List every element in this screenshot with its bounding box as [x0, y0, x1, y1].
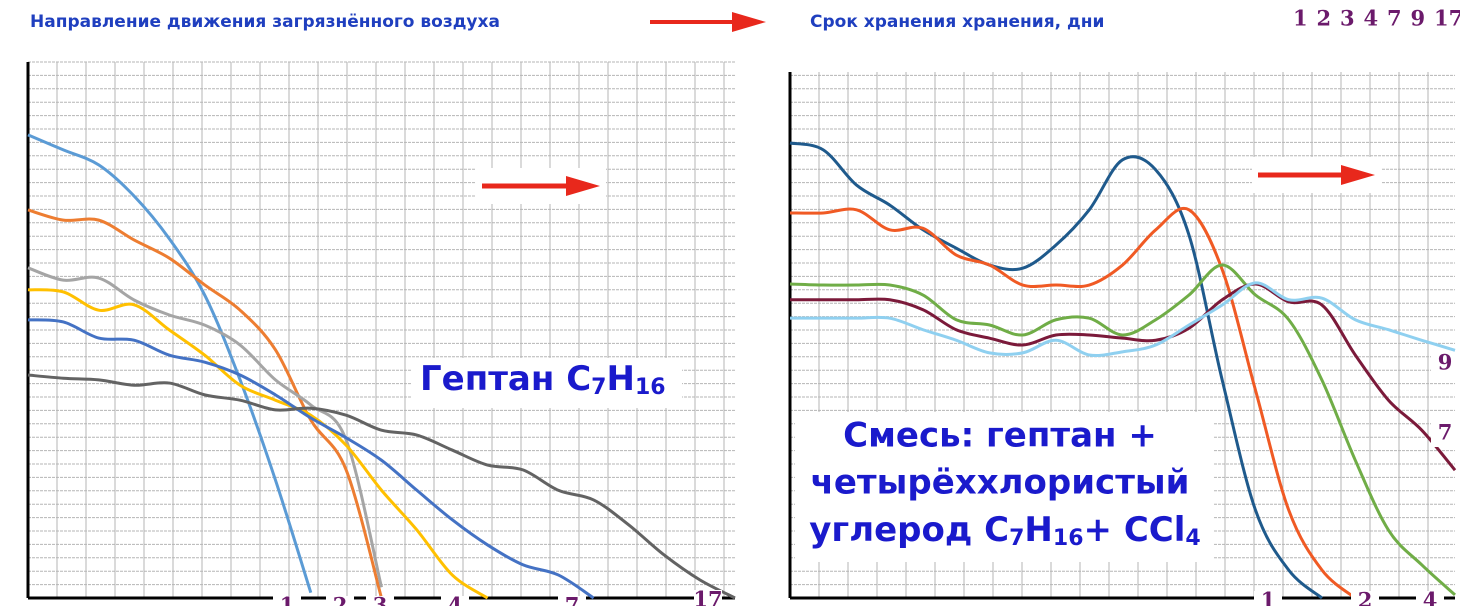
label-bg — [441, 596, 469, 606]
title-part: H — [606, 359, 634, 399]
series-line — [789, 141, 1323, 600]
title-part: + CCl — [1084, 510, 1186, 550]
label-bg — [1431, 423, 1459, 447]
subscript: 16 — [635, 375, 666, 400]
series-label: 4 — [1423, 588, 1438, 606]
series-label: 4 — [448, 593, 463, 606]
chart-title: Гептан C7H16 — [420, 359, 666, 401]
series-label: 1 — [280, 593, 295, 606]
days-list: 1 2 3 4 7 9 17 — [1293, 6, 1460, 31]
day: 1 — [1293, 6, 1308, 31]
series-line — [27, 266, 383, 588]
series-line — [27, 208, 383, 599]
day: 7 — [1387, 6, 1402, 31]
day: 4 — [1364, 6, 1379, 31]
label-bg — [1431, 353, 1459, 377]
label-bg — [326, 596, 354, 606]
title-part: углерод C — [809, 510, 1009, 550]
series-line — [27, 373, 736, 600]
subscript: 16 — [1053, 526, 1084, 551]
arrow-head — [566, 176, 600, 196]
title-bg — [412, 358, 682, 408]
chart-mixture: 1 2 4 7 9 Смесь: гептан + четырёххлористый угле… — [788, 72, 1459, 606]
arrow-head — [1341, 165, 1375, 185]
subscript: 4 — [1185, 526, 1200, 551]
chart-title: углерод C7H16+ CCl4 — [809, 510, 1200, 552]
label-bg — [558, 596, 586, 606]
header-arrow — [650, 12, 766, 32]
chart-title: Смесь: гептан + — [843, 416, 1157, 456]
series-line — [27, 133, 313, 594]
day: 3 — [1340, 6, 1355, 31]
series-line — [789, 206, 1357, 600]
series-label: 7 — [565, 593, 580, 606]
subscript: 7 — [1009, 526, 1024, 551]
day: 9 — [1411, 6, 1426, 31]
label-bg — [1254, 591, 1282, 606]
series-line — [27, 288, 489, 600]
label-bg — [1351, 591, 1379, 606]
day: 17 — [1434, 6, 1460, 31]
subscript: 7 — [591, 375, 606, 400]
title-bg — [795, 412, 1213, 562]
direction-label: Направление движения загрязнённого возду… — [30, 12, 500, 32]
series-line — [789, 263, 1457, 596]
series-line — [790, 281, 1456, 358]
series-label: 9 — [1438, 350, 1453, 375]
series-label: 17 — [693, 587, 722, 606]
series-line — [27, 318, 595, 600]
title-part: Гептан C — [420, 359, 591, 399]
chart-title: четырёххлористый — [811, 463, 1190, 503]
series-label: 3 — [373, 593, 388, 606]
title-part: H — [1024, 510, 1052, 550]
label-bg — [273, 596, 301, 606]
series-label: 7 — [1438, 420, 1453, 445]
label-bg — [1416, 591, 1444, 606]
series-label: 2 — [333, 593, 348, 606]
label-bg — [694, 590, 722, 606]
series-line — [790, 282, 1457, 472]
storage-label: Срок хранения хранения, дни — [810, 12, 1104, 32]
series-label: 1 — [1261, 588, 1276, 606]
series-label: 2 — [1358, 588, 1373, 606]
day: 2 — [1317, 6, 1332, 31]
label-bg — [366, 596, 394, 606]
